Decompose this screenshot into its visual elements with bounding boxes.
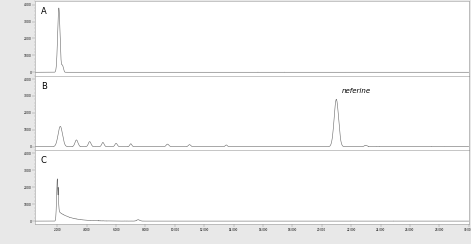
Text: neferine: neferine <box>342 88 371 94</box>
Text: B: B <box>41 81 47 91</box>
Text: A: A <box>41 7 47 16</box>
Text: C: C <box>41 156 47 165</box>
